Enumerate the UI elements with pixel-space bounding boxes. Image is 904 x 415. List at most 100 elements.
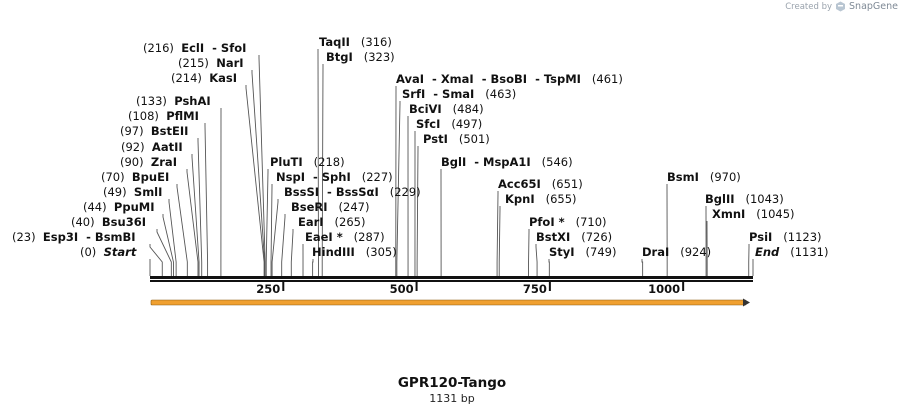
enzyme-name: XmnI [712, 207, 745, 221]
enzyme-name: - BsmBI [78, 230, 135, 244]
cut-line-bsteii [197, 138, 203, 276]
enzyme-name: PsiI [749, 230, 772, 244]
cut-line-nspi [270, 184, 273, 276]
site-label-acc65i[interactable]: Acc65I (651) [498, 177, 583, 191]
site-label-start[interactable]: (0) Start [80, 245, 137, 259]
site-label-eari[interactable]: EarI (265) [298, 215, 365, 229]
enzyme-name: - BsoBI [474, 72, 527, 86]
cut-line-kpni [498, 206, 501, 276]
enzyme-name: BglII [705, 192, 735, 206]
feature-arrow[interactable] [150, 298, 750, 307]
enzyme-name: BstXI [536, 230, 570, 244]
site-label-bsssi[interactable]: BssSI - BssSαI (229) [284, 185, 421, 199]
site-label-hindiii[interactable]: HindIII (305) [312, 245, 397, 259]
site-label-eaei[interactable]: EaeI * (287) [305, 230, 385, 244]
enzyme-name: HindIII [312, 245, 355, 259]
site-label-bpuei[interactable]: (70) BpuEI [101, 170, 169, 184]
site-position: (546) [531, 155, 573, 169]
site-position: (44) [83, 200, 114, 214]
enzyme-name: BstEII [151, 124, 189, 138]
site-label-btgi[interactable]: BtgI (323) [326, 50, 395, 64]
site-label-smli[interactable]: (49) SmlI [103, 185, 162, 199]
cut-line-ppumi [162, 214, 174, 276]
site-label-psii[interactable]: PsiI (1123) [749, 230, 822, 244]
cut-line-bsssi [271, 199, 279, 276]
cut-line-srfi [396, 101, 401, 276]
enzyme-name: SrfI [402, 87, 425, 101]
site-label-ecli[interactable]: (216) EclI - SfoI [143, 41, 246, 55]
cut-line-bstxi [535, 244, 538, 276]
site-label-zrai[interactable]: (90) ZraI [120, 155, 177, 169]
site-label-avai[interactable]: AvaI - XmaI - BsoBI - TspMI (461) [396, 72, 623, 86]
site-position: (305) [355, 245, 397, 259]
site-position: (461) [581, 72, 623, 86]
site-position: (92) [121, 140, 152, 154]
site-label-bsteii[interactable]: (97) BstEII [120, 124, 188, 138]
site-position: (247) [328, 200, 370, 214]
site-label-sfci[interactable]: SfcI (497) [416, 117, 482, 131]
enzyme-name: BseRI [291, 200, 328, 214]
cut-line-drai [641, 259, 644, 276]
site-position: (1123) [772, 230, 821, 244]
cut-line-bpuei [176, 184, 188, 276]
site-label-ppumi[interactable]: (44) PpuMI [83, 200, 155, 214]
cut-line-bsu36i [156, 229, 172, 276]
cut-line-acc65i [496, 191, 499, 276]
enzyme-name: Start [104, 245, 137, 259]
snapgene-credit: Created by SnapGene [785, 1, 898, 12]
site-label-pflmi[interactable]: (108) PflMI [128, 109, 199, 123]
site-label-bgli[interactable]: BglI - MspA1I (546) [441, 155, 573, 169]
enzyme-name: TaqII [319, 35, 350, 49]
site-label-nspi[interactable]: NspI - SphI (227) [276, 170, 393, 184]
site-label-bcivi[interactable]: BciVI (484) [409, 102, 484, 116]
site-label-bseri[interactable]: BseRI (247) [291, 200, 369, 214]
site-position: (323) [353, 50, 395, 64]
enzyme-name: PstI [423, 132, 448, 146]
site-label-kpni[interactable]: KpnI (655) [505, 192, 577, 206]
enzyme-name: AvaI [396, 72, 424, 86]
site-label-bglii[interactable]: BglII (1043) [705, 192, 784, 206]
enzyme-name: BglI [441, 155, 466, 169]
site-label-aatii[interactable]: (92) AatII [121, 140, 183, 154]
site-label-srfi[interactable]: SrfI - SmaI (463) [402, 87, 516, 101]
site-label-bsu36i[interactable]: (40) Bsu36I [71, 215, 146, 229]
enzyme-name: EclI [181, 41, 204, 55]
cut-site-labels: (0) Start(23) Esp3I - BsmBI(40) Bsu36I(4… [12, 35, 829, 259]
site-label-nari[interactable]: (215) NarI [178, 56, 244, 70]
cut-line-smli [168, 199, 177, 276]
site-label-pfoi[interactable]: PfoI * (710) [529, 215, 607, 229]
site-label-kasi[interactable]: (214) KasI [171, 71, 237, 85]
enzyme-name: ZraI [151, 155, 177, 169]
site-position: (1131) [779, 245, 828, 259]
enzyme-name: - SfoI [204, 41, 246, 55]
site-label-bstxi[interactable]: BstXI (726) [536, 230, 612, 244]
site-label-taqii[interactable]: TaqII (316) [319, 35, 392, 49]
cut-line-nari [251, 70, 266, 276]
site-label-pshai[interactable]: (133) PshAI [136, 94, 211, 108]
site-label-styi[interactable]: StyI (749) [549, 245, 616, 259]
site-position: (97) [120, 124, 151, 138]
enzyme-name: PshAI [174, 94, 210, 108]
cut-line-esp3i [149, 244, 163, 276]
site-label-pluti[interactable]: PluTI (218) [270, 155, 345, 169]
enzyme-name: - MspA1I [466, 155, 531, 169]
site-position: (108) [128, 109, 166, 123]
cut-line-pluti [265, 169, 269, 276]
enzyme-name: SfcI [416, 117, 440, 131]
site-label-end[interactable]: End (1131) [755, 245, 829, 259]
site-label-drai[interactable]: DraI (924) [642, 245, 711, 259]
site-label-xmni[interactable]: XmnI (1045) [712, 207, 795, 221]
site-position: (970) [699, 170, 741, 184]
enzyme-name: BciVI [409, 102, 442, 116]
site-position: (484) [442, 102, 484, 116]
site-position: (726) [570, 230, 612, 244]
ruler-label-250: 250 [256, 282, 280, 296]
enzyme-name: PluTI [270, 155, 303, 169]
enzyme-name: NspI [276, 170, 305, 184]
cut-line-pflmi [204, 123, 209, 276]
site-label-esp3i[interactable]: (23) Esp3I - BsmBI [12, 230, 136, 244]
site-label-bsmi[interactable]: BsmI (970) [667, 170, 741, 184]
site-label-psti[interactable]: PstI (501) [423, 132, 490, 146]
enzyme-name: BpuEI [132, 170, 169, 184]
site-position: (227) [351, 170, 393, 184]
